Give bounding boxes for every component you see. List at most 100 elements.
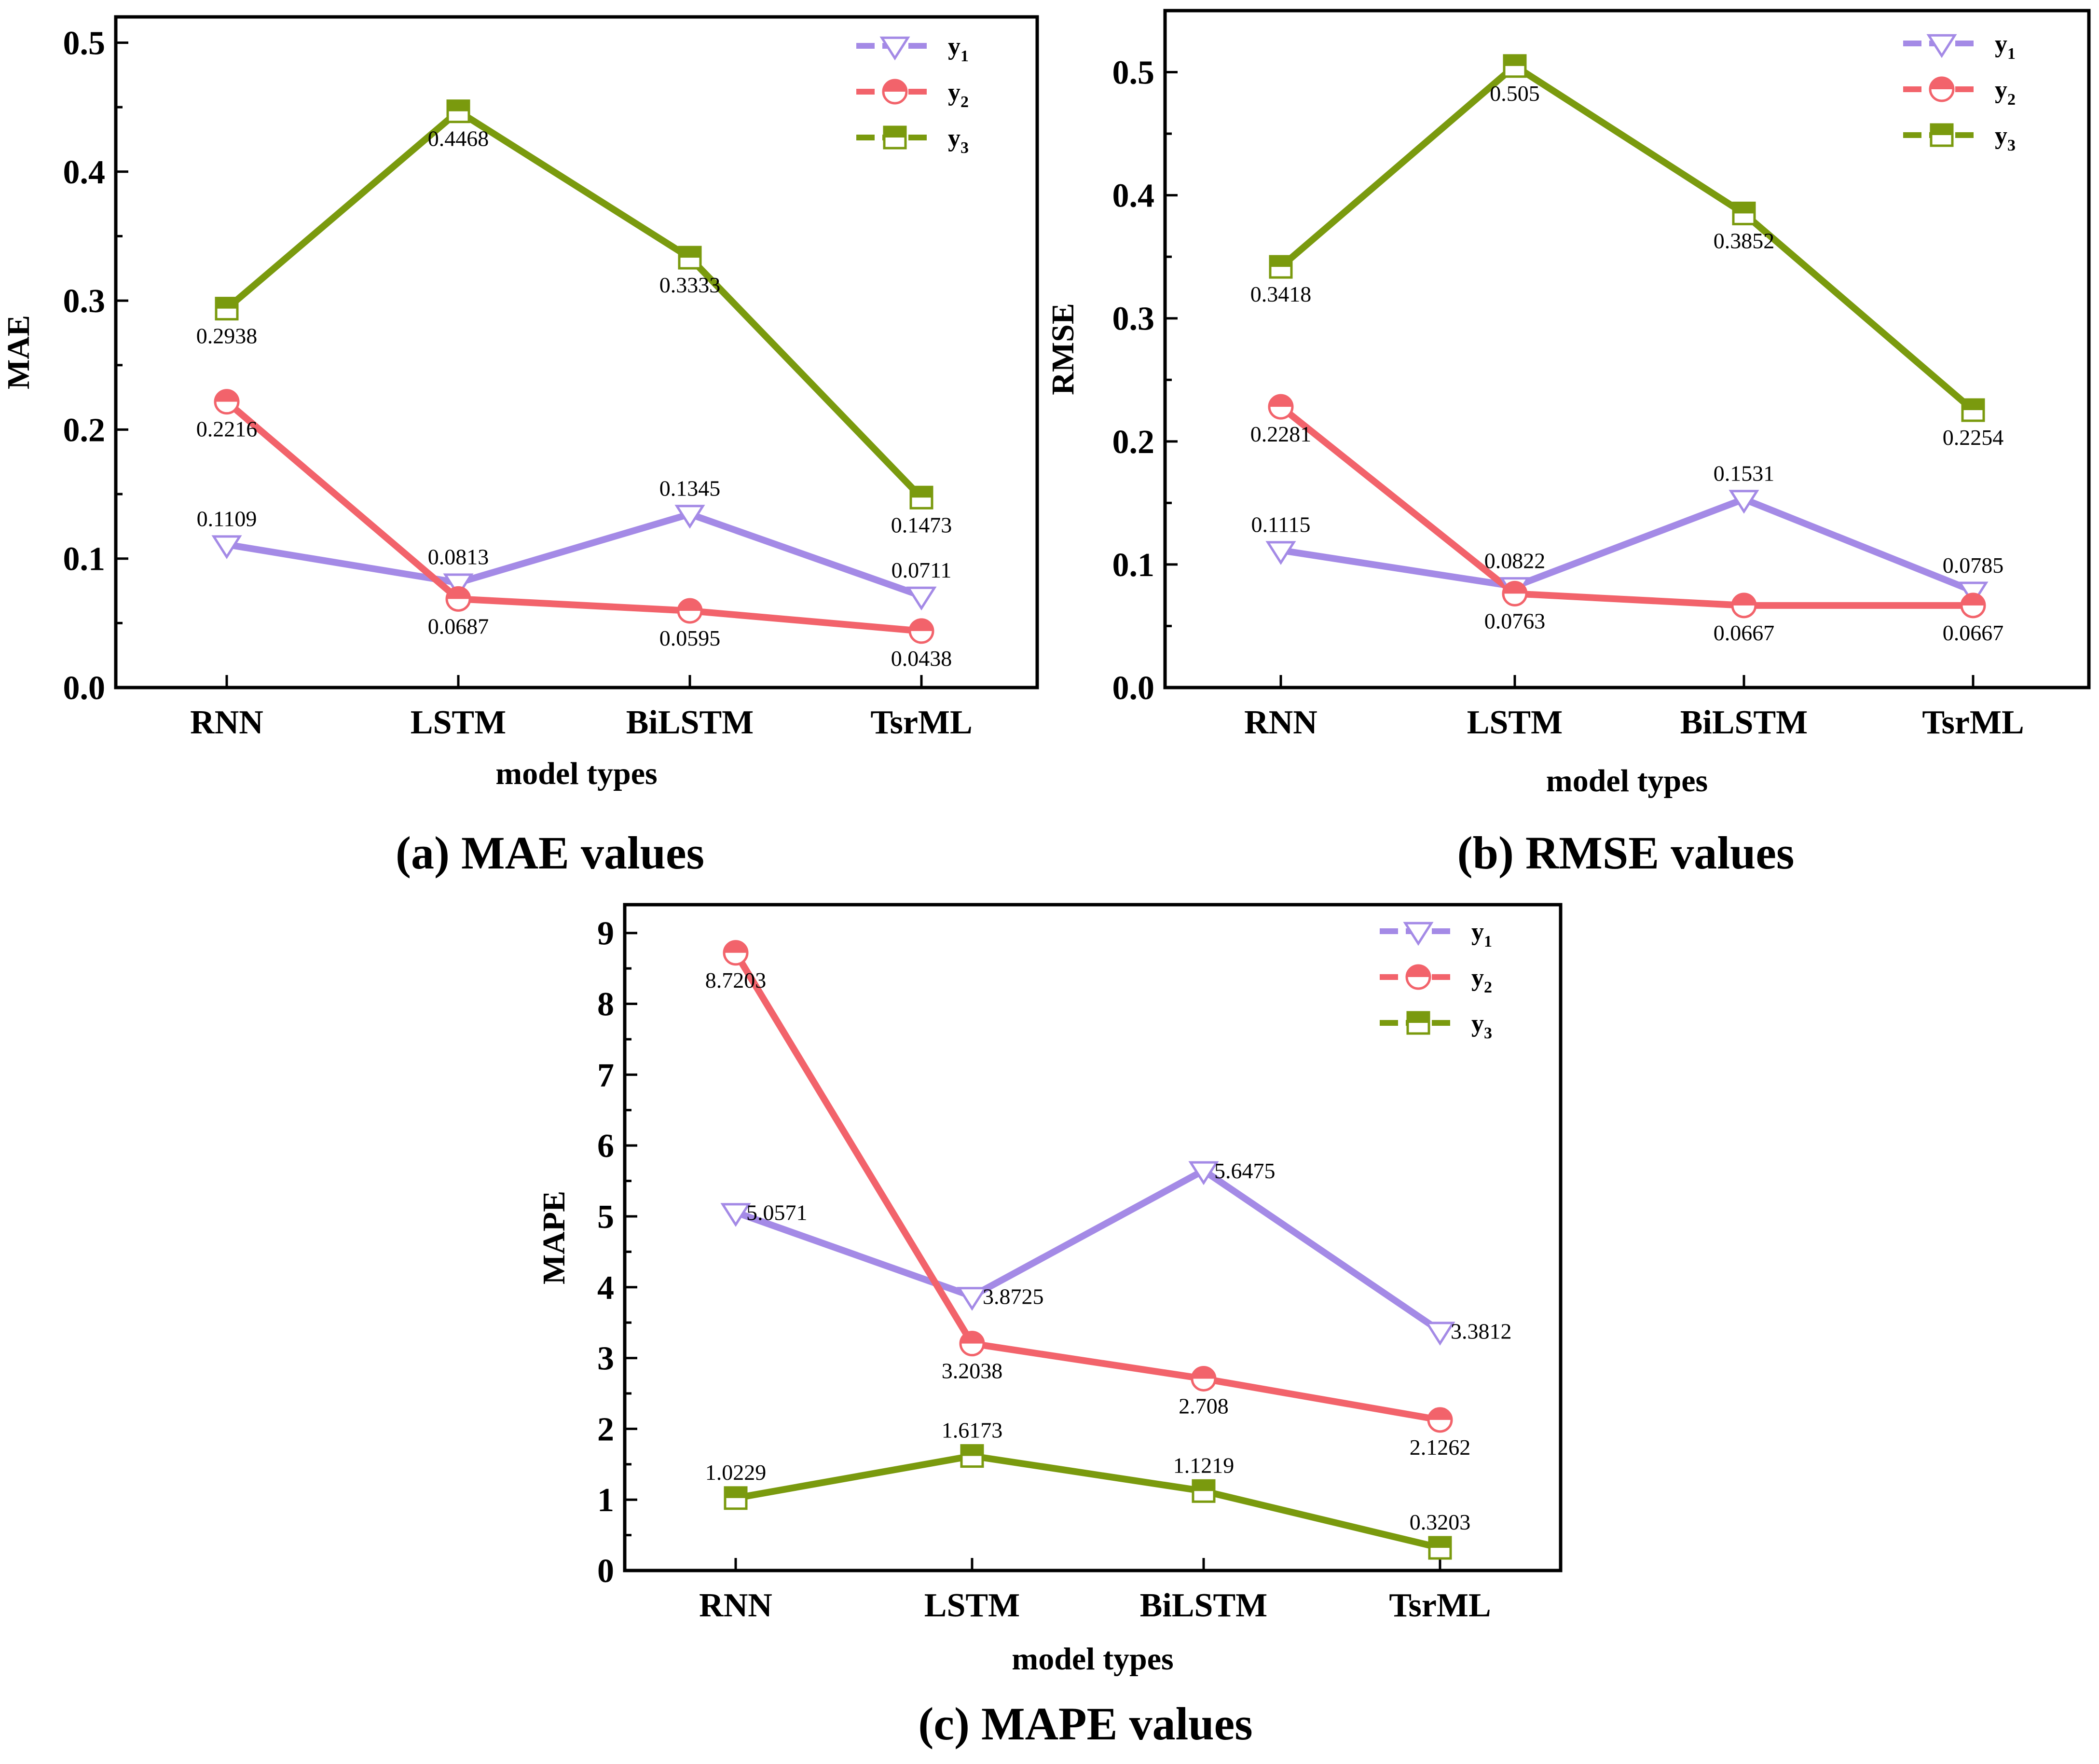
legend-marker-y2 bbox=[1405, 964, 1431, 990]
legend-label: y1 bbox=[948, 33, 969, 65]
x-tick-label: TsrML bbox=[1922, 704, 2024, 741]
point-y2-bilstm bbox=[1191, 1365, 1217, 1392]
x-axis-title: model types bbox=[1546, 763, 1708, 799]
series-line-y1 bbox=[732, 1167, 1443, 1335]
data-label-y3: 0.3333 bbox=[659, 273, 721, 297]
y-tick-label: 0.1 bbox=[1112, 547, 1155, 584]
chart-caption: (c) MAPE values bbox=[918, 1698, 1252, 1750]
legend: y1 y2 y3 bbox=[1903, 30, 2016, 154]
point-y3-bilstm bbox=[1192, 1479, 1216, 1503]
x-tick-label: LSTM bbox=[411, 704, 506, 741]
y-tick-label: 7 bbox=[597, 1057, 614, 1094]
data-label-y1: 0.1531 bbox=[1714, 461, 1775, 485]
legend-item-y2: y2 bbox=[1380, 964, 1492, 996]
x-tick-label: RNN bbox=[1244, 704, 1317, 741]
series-line-y2 bbox=[223, 398, 925, 634]
data-label-y3: 0.1473 bbox=[891, 512, 952, 537]
data-label-y2: 2.708 bbox=[1179, 1393, 1229, 1418]
data-label-y3: 0.3852 bbox=[1714, 228, 1775, 253]
data-label-y2: 0.0667 bbox=[1714, 620, 1775, 645]
series-lines bbox=[732, 949, 1443, 1551]
legend-marker-y3 bbox=[883, 125, 907, 150]
legend: y1 y2 y3 bbox=[1380, 918, 1492, 1042]
data-label-y2: 0.0763 bbox=[1484, 608, 1546, 633]
point-y3-bilstm bbox=[678, 246, 702, 270]
x-axis: RNN LSTM BiLSTM TsrML bbox=[190, 675, 973, 741]
y-tick-label: 5 bbox=[597, 1199, 614, 1236]
data-label-y1: 0.0822 bbox=[1484, 548, 1546, 573]
data-label-y3: 1.0229 bbox=[705, 1460, 767, 1485]
point-y1-lstm bbox=[957, 1287, 988, 1311]
legend: y1 y2 y3 bbox=[856, 33, 969, 157]
data-label-y1: 3.8725 bbox=[983, 1284, 1044, 1309]
series-markers bbox=[211, 99, 937, 644]
data-label-y2: 0.0595 bbox=[659, 626, 721, 650]
series-line-y2 bbox=[732, 949, 1443, 1423]
y-tick-label: 4 bbox=[597, 1269, 614, 1307]
point-y2-tsrml bbox=[1960, 593, 1986, 619]
legend-marker-y1 bbox=[1926, 34, 1957, 58]
y-axis-title: RMSE bbox=[1045, 303, 1081, 395]
y-tick-label: 2 bbox=[597, 1411, 614, 1448]
plot-frame bbox=[114, 15, 1039, 689]
legend-marker-y2 bbox=[1929, 76, 1955, 102]
y-tick-label: 0.3 bbox=[1112, 301, 1155, 338]
x-axis-title: model types bbox=[495, 756, 657, 791]
point-y3-rnn bbox=[1269, 255, 1293, 279]
y-tick-label: 0.4 bbox=[1112, 178, 1155, 215]
data-label-y1: 5.6475 bbox=[1214, 1158, 1276, 1183]
point-y3-lstm bbox=[960, 1444, 984, 1468]
x-axis: RNN LSTM BiLSTM TsrML bbox=[699, 1558, 1491, 1624]
data-label-y2: 3.2038 bbox=[942, 1359, 1003, 1383]
series-line-y1 bbox=[1277, 496, 1976, 594]
data-label-y1: 0.0785 bbox=[1943, 553, 2004, 578]
point-y3-rnn bbox=[724, 1486, 748, 1510]
legend-label: y3 bbox=[1995, 122, 2016, 154]
legend-item-y3: y3 bbox=[1380, 1010, 1492, 1042]
legend-item-y1: y1 bbox=[1903, 30, 2016, 63]
y-tick-label: 0.1 bbox=[63, 541, 106, 578]
y-axis: 0.0 0.1 0.2 0.3 0.4 0.5 bbox=[63, 25, 128, 707]
legend-label: y1 bbox=[1471, 918, 1492, 951]
data-label-y3: 1.1219 bbox=[1173, 1453, 1235, 1477]
data-label-y1: 5.0571 bbox=[746, 1200, 808, 1225]
point-y1-bilstm bbox=[1729, 490, 1759, 514]
chart-a: 0.0 0.1 0.2 0.3 0.4 0.5 RNN LSTM BiLSTM TsrML MAE m… bbox=[1, 15, 1039, 879]
series-lines bbox=[1277, 62, 1976, 609]
point-y3-tsrml bbox=[1961, 398, 1985, 422]
point-y3-tsrml bbox=[909, 485, 933, 510]
y-tick-label: 1 bbox=[597, 1482, 614, 1519]
point-y3-lstm bbox=[1503, 54, 1527, 78]
x-axis-title: model types bbox=[1012, 1641, 1173, 1677]
point-y1-rnn bbox=[720, 1203, 751, 1227]
point-y3-rnn bbox=[215, 297, 239, 321]
chart-c: 0 1 2 3 4 5 6 7 8 9 RNN LSTM BiLSTM TsrML MAPE model ty… bbox=[536, 903, 1563, 1750]
point-y2-tsrml bbox=[908, 618, 934, 644]
data-label-y2: 0.0687 bbox=[428, 614, 489, 638]
point-y1-tsrml bbox=[1425, 1322, 1455, 1346]
point-y1-rnn bbox=[1265, 541, 1296, 565]
legend-marker-y3 bbox=[1930, 123, 1954, 147]
point-y1-rnn bbox=[211, 535, 242, 559]
series-line-y2 bbox=[1277, 403, 1976, 609]
series-markers bbox=[1265, 54, 1989, 619]
legend-label: y2 bbox=[1471, 964, 1492, 996]
data-label-y3: 0.505 bbox=[1490, 81, 1540, 106]
legend-item-y2: y2 bbox=[856, 79, 969, 111]
point-y2-rnn bbox=[1268, 394, 1294, 420]
data-label-y3: 0.3203 bbox=[1410, 1510, 1471, 1534]
legend-label: y1 bbox=[1995, 30, 2016, 63]
y-tick-label: 0.0 bbox=[1112, 670, 1155, 707]
y-axis-title: MAPE bbox=[536, 1191, 572, 1284]
legend-label: y2 bbox=[1995, 76, 2016, 109]
data-label-y2: 0.2281 bbox=[1250, 422, 1312, 446]
legend-item-y3: y3 bbox=[1903, 122, 2016, 154]
legend-marker-y1 bbox=[879, 36, 910, 61]
x-tick-label: TsrML bbox=[870, 704, 972, 741]
y-tick-label: 8 bbox=[597, 986, 614, 1023]
y-tick-label: 0.5 bbox=[1112, 55, 1155, 92]
data-label-y2: 2.1262 bbox=[1410, 1435, 1471, 1460]
point-y2-lstm bbox=[445, 586, 471, 612]
data-label-y2: 8.7203 bbox=[705, 968, 767, 992]
